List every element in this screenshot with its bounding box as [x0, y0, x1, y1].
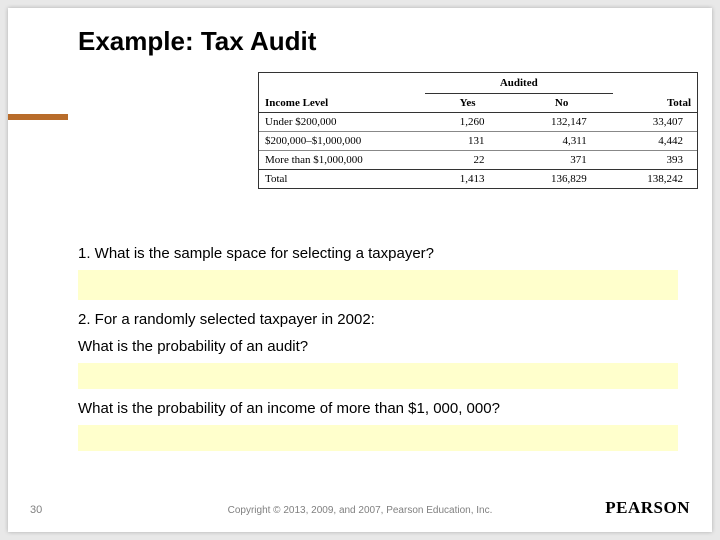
- audited-header: Audited: [425, 73, 613, 94]
- cell-income: Under $200,000: [259, 113, 425, 132]
- col-yes: Yes: [425, 94, 511, 113]
- answer-highlight-2a: [78, 363, 678, 389]
- cell-no: 132,147: [510, 113, 612, 132]
- table-row: More than $1,000,000 22 371 393: [259, 151, 697, 170]
- col-no: No: [510, 94, 612, 113]
- cell-no: 4,311: [510, 132, 612, 151]
- slide-title: Example: Tax Audit: [78, 26, 316, 57]
- cell-income: Total: [259, 170, 425, 189]
- cell-no: 136,829: [510, 170, 612, 189]
- content-area: 1. What is the sample space for selectin…: [78, 244, 678, 461]
- question-2: 2. For a randomly selected taxpayer in 2…: [78, 310, 678, 330]
- cell-total: 393: [613, 151, 697, 170]
- table-super-header: Audited: [259, 73, 697, 94]
- question-1: 1. What is the sample space for selectin…: [78, 244, 678, 264]
- col-income: Income Level: [259, 94, 425, 113]
- cell-yes: 1,260: [425, 113, 511, 132]
- cell-yes: 131: [425, 132, 511, 151]
- audit-table: Audited Income Level Yes No Total Under …: [258, 72, 698, 189]
- answer-highlight-2b: [78, 425, 678, 451]
- table-row: $200,000–$1,000,000 131 4,311 4,442: [259, 132, 697, 151]
- answer-highlight-1: [78, 270, 678, 300]
- col-total: Total: [613, 94, 697, 113]
- cell-total: 138,242: [613, 170, 697, 189]
- cell-total: 33,407: [613, 113, 697, 132]
- cell-no: 371: [510, 151, 612, 170]
- cell-yes: 22: [425, 151, 511, 170]
- table-column-headers: Income Level Yes No Total: [259, 94, 697, 113]
- pearson-logo: PEARSON: [605, 498, 690, 518]
- accent-bar: [8, 114, 68, 120]
- slide-container: Example: Tax Audit Audited Income Level …: [8, 8, 712, 532]
- cell-yes: 1,413: [425, 170, 511, 189]
- table-total-row: Total 1,413 136,829 138,242: [259, 170, 697, 189]
- question-2b: What is the probability of an income of …: [78, 399, 678, 419]
- table: Audited Income Level Yes No Total Under …: [259, 73, 697, 188]
- question-2a: What is the probability of an audit?: [78, 337, 678, 357]
- cell-total: 4,442: [613, 132, 697, 151]
- cell-income: More than $1,000,000: [259, 151, 425, 170]
- cell-income: $200,000–$1,000,000: [259, 132, 425, 151]
- table-row: Under $200,000 1,260 132,147 33,407: [259, 113, 697, 132]
